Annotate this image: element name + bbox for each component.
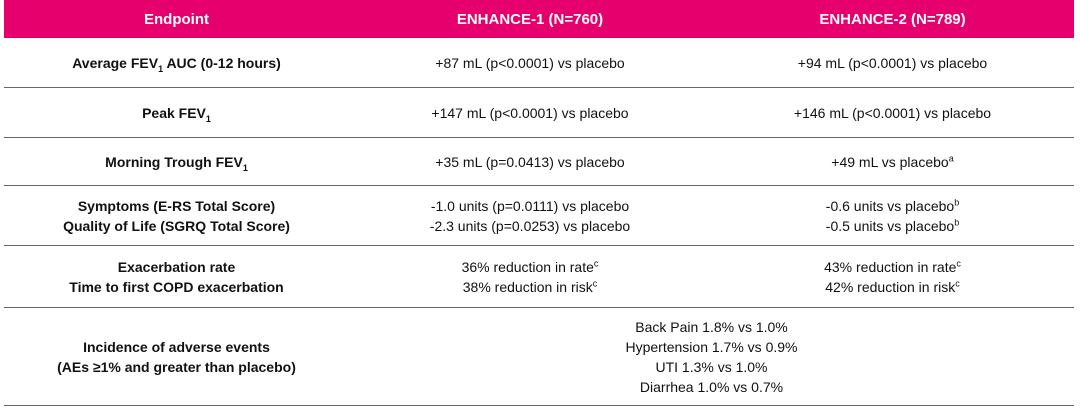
- text: +146 mL (p<0.0001) vs placebo: [793, 104, 992, 121]
- cell: -1.0 units (p=0.0111) vs placebo -2.3 uni…: [349, 185, 711, 246]
- cell-line: +49 mL vs placeboa: [711, 152, 1074, 172]
- row-label: Exacerbation rate Time to first COPD exac…: [4, 245, 349, 308]
- cell: +146 mL (p<0.0001) vs placebo: [711, 87, 1074, 138]
- table-row: Exacerbation rate Time to first COPD exac…: [4, 245, 1074, 308]
- text: Average FEV: [72, 54, 159, 71]
- cell-line: UTI 1.3% vs 1.0%: [349, 357, 1074, 377]
- cell-line: Hypertension 1.7% vs 0.9%: [349, 337, 1074, 357]
- text: Peak FEV: [142, 104, 206, 121]
- text: (AEs ≥1% and greater than placebo): [57, 358, 296, 375]
- text: +35 mL (p=0.0413) vs placebo: [435, 153, 625, 170]
- table-row: Incidence of adverse events (AEs ≥1% and …: [4, 307, 1074, 406]
- table-row: Average FEV1 AUC (0-12 hours) +87 mL (p<0…: [4, 38, 1074, 88]
- cell-line: Back Pain 1.8% vs 1.0%: [349, 317, 1074, 337]
- text: -2.3 units (p=0.0253) vs placebo: [429, 217, 631, 234]
- cell: 36% reduction in ratec 38% reduction in r…: [349, 245, 711, 308]
- row-label: Morning Trough FEV1: [4, 137, 349, 186]
- row-label: Incidence of adverse events (AEs ≥1% and …: [4, 307, 349, 406]
- cell-line: Quality of Life (SGRQ Total Score): [4, 216, 349, 236]
- cell: +35 mL (p=0.0413) vs placebo: [349, 137, 711, 186]
- text: -1.0 units (p=0.0111) vs placebo: [430, 197, 630, 214]
- cell-line: -1.0 units (p=0.0111) vs placebo: [349, 196, 711, 216]
- text: +94 mL (p<0.0001) vs placebo: [797, 54, 988, 71]
- cell-line: Incidence of adverse events: [4, 337, 349, 357]
- text: 38% reduction in risk: [462, 278, 593, 295]
- cell-line: 43% reduction in ratec: [711, 257, 1074, 277]
- row-label: Average FEV1 AUC (0-12 hours): [4, 38, 349, 88]
- cell-line: Time to first COPD exacerbation: [4, 277, 349, 297]
- text: Hypertension 1.7% vs 0.9%: [625, 338, 798, 355]
- text: Exacerbation rate: [117, 258, 236, 275]
- cell-line: Diarrhea 1.0% vs 0.7%: [349, 377, 1074, 397]
- header-cell: Endpoint: [4, 0, 349, 38]
- header-cell: ENHANCE-2 (N=789): [711, 0, 1074, 38]
- text: UTI 1.3% vs 1.0%: [655, 358, 768, 375]
- cell-line: Peak FEV1: [4, 103, 349, 123]
- table-row: Symptoms (E-RS Total Score) Quality of Li…: [4, 185, 1074, 246]
- text: Quality of Life (SGRQ Total Score): [63, 217, 290, 234]
- cell: +87 mL (p<0.0001) vs placebo: [349, 38, 711, 88]
- cell-line: Average FEV1 AUC (0-12 hours): [4, 53, 349, 73]
- cell-line: (AEs ≥1% and greater than placebo): [4, 357, 349, 377]
- text: Back Pain 1.8% vs 1.0%: [635, 318, 788, 335]
- text: -0.6 units vs placebo: [825, 197, 955, 214]
- cell-line: 36% reduction in ratec: [349, 257, 711, 277]
- text: 43% reduction in rate: [824, 258, 957, 275]
- header-cell: ENHANCE-1 (N=760): [349, 0, 711, 38]
- row-label: Peak FEV1: [4, 87, 349, 138]
- cell: Back Pain 1.8% vs 1.0% Hypertension 1.7% …: [349, 307, 1074, 406]
- text: Symptoms (E-RS Total Score): [77, 197, 276, 214]
- cell-line: Morning Trough FEV1: [4, 152, 349, 172]
- cell: 43% reduction in ratec 42% reduction in r…: [711, 245, 1074, 308]
- cell: +94 mL (p<0.0001) vs placebo: [711, 38, 1074, 88]
- header-row: Endpoint ENHANCE-1 (N=760) ENHANCE-2 (N=78…: [4, 0, 1074, 38]
- text: Incidence of adverse events: [83, 338, 270, 355]
- cell-line: +87 mL (p<0.0001) vs placebo: [349, 53, 711, 73]
- footnote-mark: a: [948, 152, 954, 163]
- text: Diarrhea 1.0% vs 0.7%: [639, 378, 784, 395]
- footnote-mark: c: [592, 277, 598, 288]
- table-row: Peak FEV1 +147 mL (p<0.0001) vs placebo +1…: [4, 87, 1074, 138]
- cell: +49 mL vs placeboa: [711, 137, 1074, 186]
- cell-line: +35 mL (p=0.0413) vs placebo: [349, 152, 711, 172]
- row-label: Symptoms (E-RS Total Score) Quality of Li…: [4, 185, 349, 246]
- footnote-mark: c: [593, 257, 599, 268]
- cell-line: Exacerbation rate: [4, 257, 349, 277]
- text: +147 mL (p<0.0001) vs placebo: [431, 104, 629, 121]
- footnote-mark: c: [955, 277, 960, 288]
- cell-line: -0.5 units vs placebob: [711, 216, 1074, 236]
- cell: -0.6 units vs placebob -0.5 units vs plac…: [711, 185, 1074, 246]
- text: Time to first COPD exacerbation: [69, 278, 284, 295]
- table-row: Morning Trough FEV1 +35 mL (p=0.0413) vs …: [4, 137, 1074, 186]
- subscript: 1: [242, 162, 248, 173]
- text: +49 mL vs placebo: [831, 153, 949, 170]
- cell: +147 mL (p<0.0001) vs placebo: [349, 87, 711, 138]
- footnote-mark: b: [954, 196, 960, 207]
- text: +87 mL (p<0.0001) vs placebo: [435, 54, 625, 71]
- text: AUC (0-12 hours): [163, 54, 281, 71]
- cell-line: +147 mL (p<0.0001) vs placebo: [349, 103, 711, 123]
- cell-line: -0.6 units vs placebob: [711, 196, 1074, 216]
- cell-line: 38% reduction in riskc: [349, 277, 711, 297]
- results-table: Endpoint ENHANCE-1 (N=760) ENHANCE-2 (N=78…: [4, 0, 1074, 406]
- cell-line: Symptoms (E-RS Total Score): [4, 196, 349, 216]
- subscript: 1: [158, 63, 164, 74]
- text: Morning Trough FEV: [105, 153, 243, 170]
- cell-line: +146 mL (p<0.0001) vs placebo: [711, 103, 1074, 123]
- footnote-mark: b: [954, 216, 960, 227]
- cell-line: 42% reduction in riskc: [711, 277, 1074, 297]
- text: 42% reduction in risk: [825, 278, 956, 295]
- footnote-mark: c: [956, 257, 961, 268]
- text: -0.5 units vs placebo: [825, 217, 955, 234]
- text: 36% reduction in rate: [461, 258, 594, 275]
- cell-line: +94 mL (p<0.0001) vs placebo: [711, 53, 1074, 73]
- subscript: 1: [205, 113, 211, 124]
- cell-line: -2.3 units (p=0.0253) vs placebo: [349, 216, 711, 236]
